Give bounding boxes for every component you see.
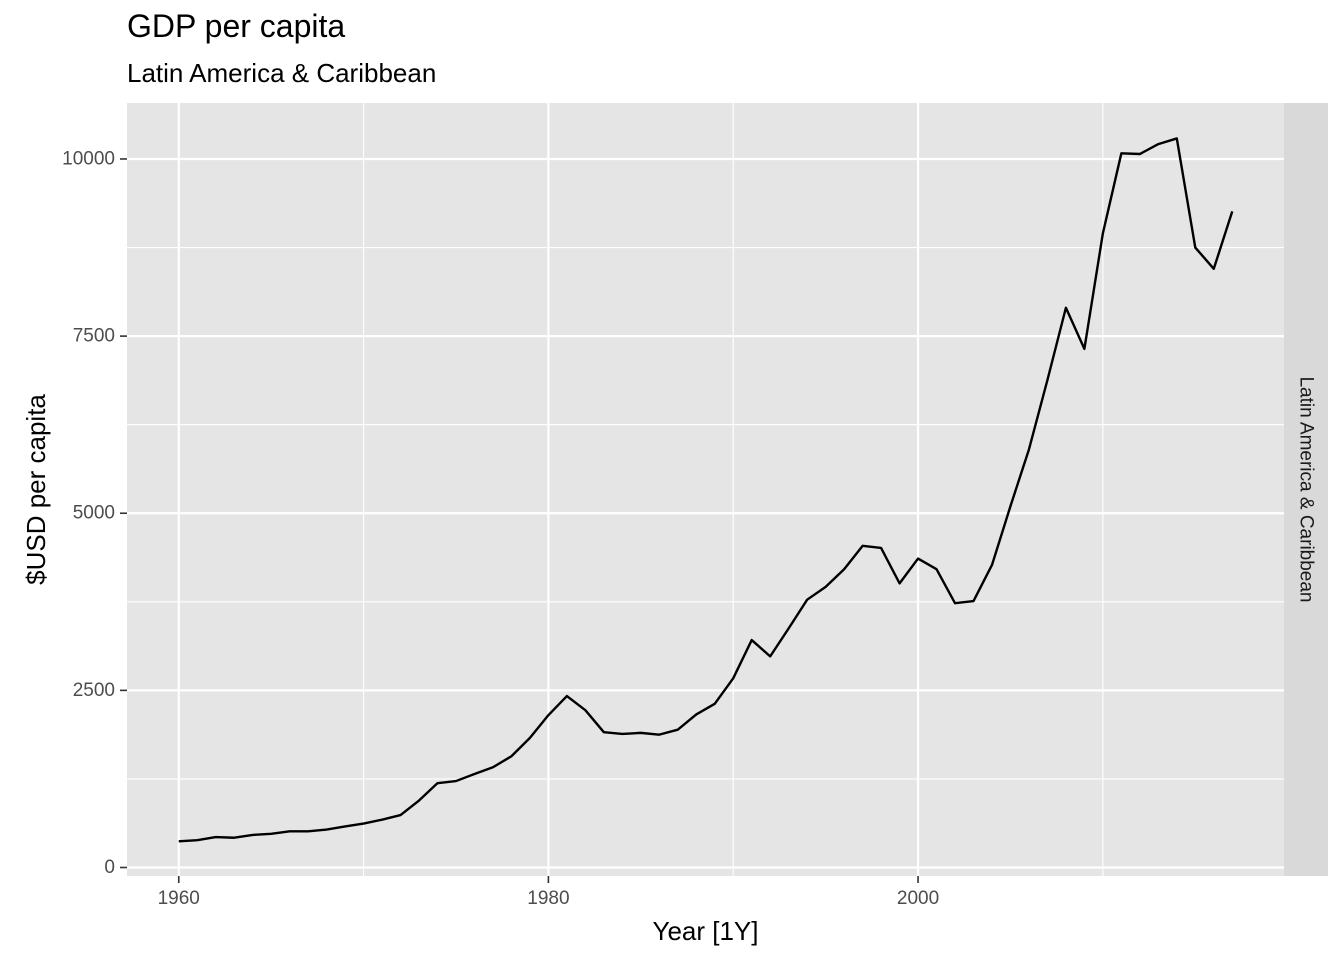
data-point: [1194, 246, 1196, 248]
data-point: [695, 713, 697, 715]
data-point: [972, 600, 974, 602]
data-point: [215, 836, 217, 838]
data-point: [1139, 153, 1141, 155]
data-point: [178, 840, 180, 842]
data-point: [861, 545, 863, 547]
data-point: [640, 732, 642, 734]
data-point: [1231, 210, 1233, 212]
x-tick-label: 1960: [158, 888, 200, 909]
data-point: [233, 837, 235, 839]
data-point: [1028, 448, 1030, 450]
data-point: [954, 602, 956, 604]
data-point: [806, 598, 808, 600]
x-tick-label: 1980: [527, 888, 569, 909]
data-point: [270, 833, 272, 835]
data-point: [714, 703, 716, 705]
x-tick-label: 2000: [897, 888, 939, 909]
data-point: [843, 568, 845, 570]
data-point: [1065, 307, 1067, 309]
data-point: [455, 780, 457, 782]
data-point: [418, 799, 420, 801]
plot-panel: [127, 103, 1284, 876]
data-point: [510, 755, 512, 757]
y-tick-label: 10000: [62, 148, 115, 169]
facet-strip-label: Latin America & Caribbean: [1296, 376, 1317, 602]
data-point: [880, 547, 882, 549]
y-axis-title: $USD per capita: [21, 394, 51, 585]
data-point: [1009, 505, 1011, 507]
x-axis-ticks: 1960 1980 2000: [158, 876, 939, 909]
major-gridlines: [127, 103, 1284, 876]
data-point: [344, 825, 346, 827]
y-axis-ticks: 0 2500 5000 7500 10000: [62, 148, 127, 878]
data-point: [492, 766, 494, 768]
data-point: [917, 557, 919, 559]
data-point: [584, 709, 586, 711]
data-point: [751, 639, 753, 641]
y-tick-label: 7500: [73, 326, 115, 347]
data-point: [529, 737, 531, 739]
data-point: [381, 818, 383, 820]
data-point: [1120, 152, 1122, 154]
facet-strip: [1284, 103, 1328, 876]
data-point: [769, 655, 771, 657]
data-point: [436, 782, 438, 784]
x-axis-title: Year [1Y]: [652, 916, 758, 946]
chart-title: GDP per capita: [127, 8, 346, 44]
data-point: [362, 822, 364, 824]
data-point: [603, 731, 605, 733]
data-point: [196, 839, 198, 841]
data-point: [787, 627, 789, 629]
data-point: [325, 828, 327, 830]
data-point: [824, 586, 826, 588]
y-tick-label: 5000: [73, 503, 115, 524]
data-point: [898, 582, 900, 584]
data-point: [1083, 348, 1085, 350]
data-point: [1213, 268, 1215, 270]
data-point: [288, 830, 290, 832]
data-point: [1046, 379, 1048, 381]
series-line: [178, 137, 1234, 843]
data-point: [399, 814, 401, 816]
minor-gridlines: [127, 103, 1284, 876]
data-point: [935, 568, 937, 570]
data-point: [677, 728, 679, 730]
data-point: [658, 733, 660, 735]
chart-subtitle: Latin America & Caribbean: [127, 58, 437, 88]
data-point: [547, 714, 549, 716]
data-point: [566, 695, 568, 697]
data-point: [251, 834, 253, 836]
y-tick-label: 2500: [73, 680, 115, 701]
y-tick-label: 0: [104, 857, 115, 878]
data-point: [991, 564, 993, 566]
data-point: [1157, 143, 1159, 145]
data-point: [1176, 137, 1178, 139]
data-point: [473, 773, 475, 775]
data-point: [1102, 232, 1104, 234]
data-point: [621, 733, 623, 735]
data-point: [307, 830, 309, 832]
data-point: [732, 677, 734, 679]
